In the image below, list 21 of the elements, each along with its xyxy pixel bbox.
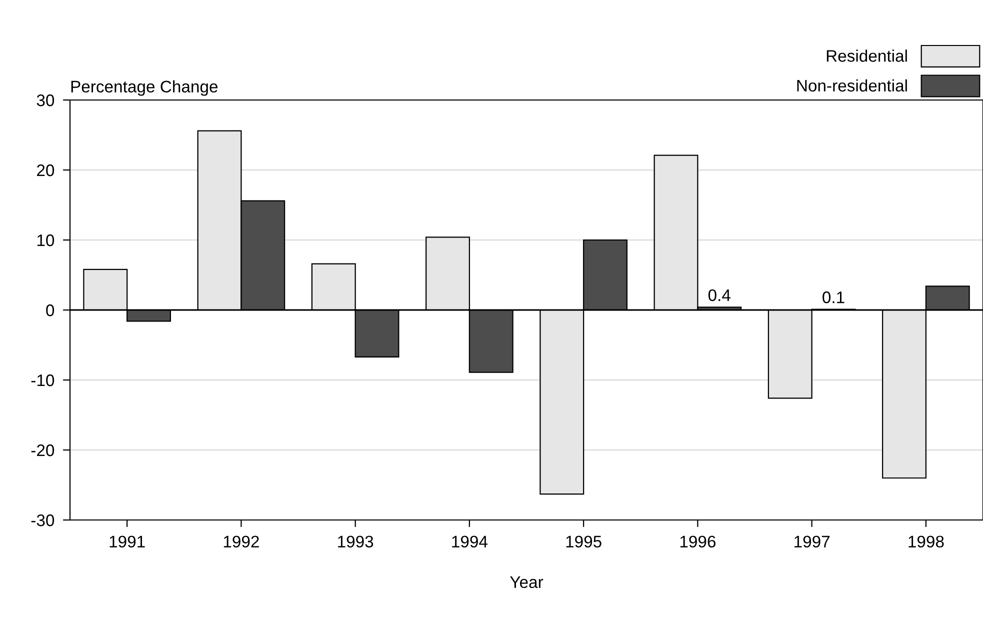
y-axis-title: Percentage Change [71,80,218,96]
y-tick-label: -10 [31,374,54,386]
y-tick-label: -30 [31,514,54,526]
x-tick-label: 1992 [224,536,259,548]
x-tick-label: 1998 [908,536,944,548]
data-label: 0.1 [822,291,844,304]
x-tick-label: 1997 [794,536,830,548]
y-tick-label: 20 [37,164,54,176]
y-tick-label: 30 [36,94,54,106]
x-tick-label: 1993 [338,536,374,548]
data-label: 0.4 [708,289,730,302]
legend-label: Non-residential [797,79,907,92]
x-tick-label: 1996 [680,536,716,548]
x-tick-label: 1991 [110,536,145,548]
x-tick-label: 1994 [452,536,488,548]
y-tick-label: 0 [46,304,54,316]
x-tick-label: 1995 [566,536,602,548]
x-axis-title: Year [510,576,544,588]
legend-label: Residential [826,50,907,62]
y-tick-label: 10 [37,234,54,246]
y-tick-label: -20 [31,444,54,456]
